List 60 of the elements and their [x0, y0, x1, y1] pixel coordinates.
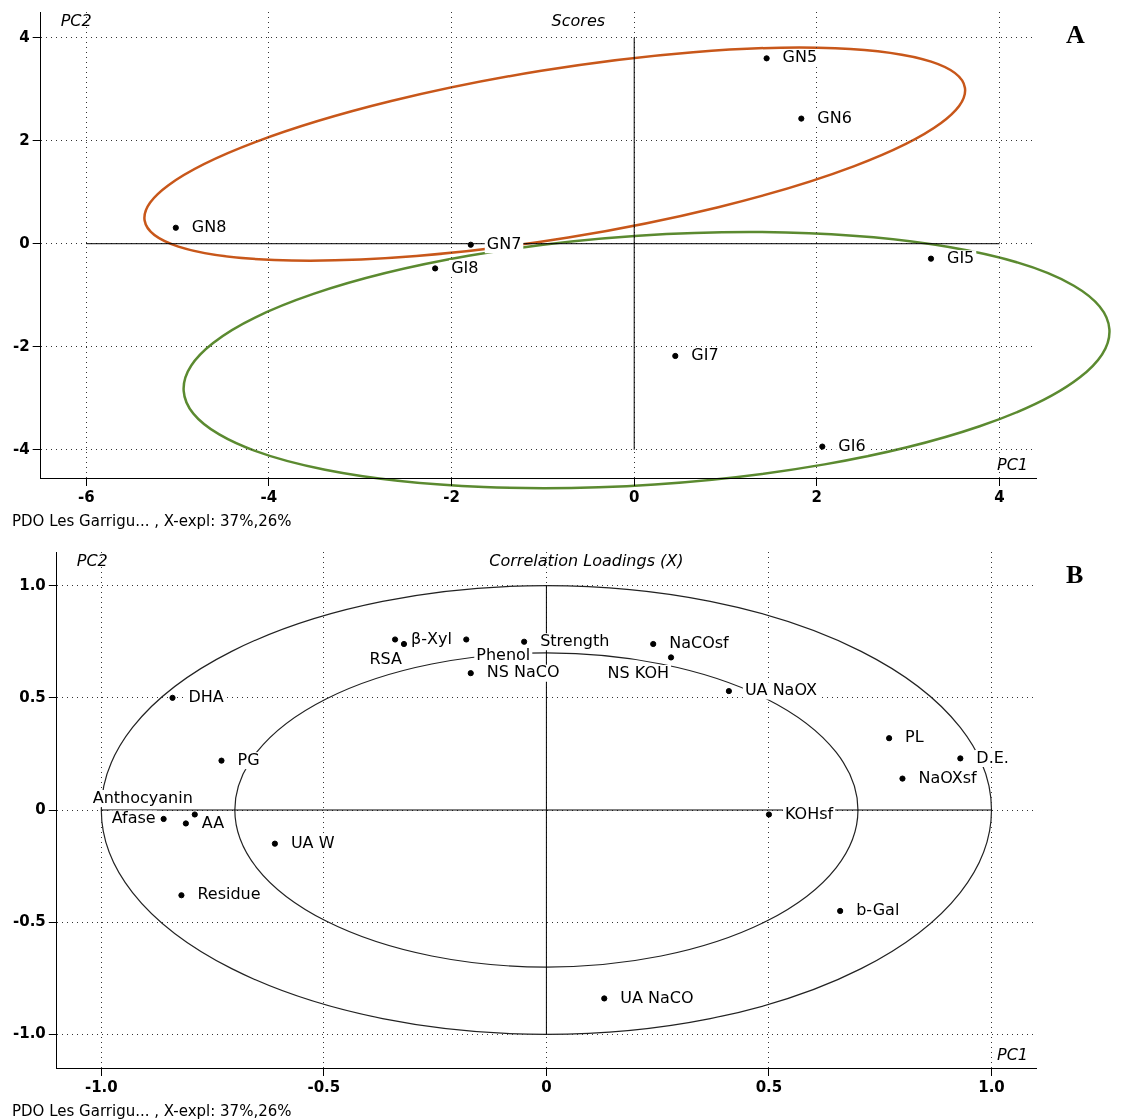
annotation: b-Gal — [856, 900, 900, 920]
annotation: NS KOH — [607, 662, 670, 682]
annotation: GI5 — [946, 247, 975, 267]
x-tick-label: -4 — [260, 487, 278, 506]
y-tick-label: -0.5 — [12, 912, 46, 931]
x-tick-label: -2 — [443, 487, 460, 506]
annotation: GN8 — [191, 216, 227, 236]
annotation: GN7 — [486, 233, 522, 253]
annotation: GN6 — [817, 107, 852, 127]
chart-title: Correlation Loadings (X) — [489, 551, 684, 571]
annotation: Anthocyanin — [92, 787, 193, 807]
y-tick-label: -4 — [12, 439, 30, 458]
y-tick-label: 0 — [35, 799, 46, 818]
annotation: AA — [201, 812, 225, 832]
y-tick-label: 1.0 — [19, 575, 46, 594]
y-tick-label: 0.5 — [19, 687, 46, 706]
chart-title: Scores — [551, 11, 606, 31]
annotation: D.E. — [976, 747, 1009, 767]
x-tick-label: 0 — [541, 1077, 552, 1096]
x-axis-title: PC1 — [997, 1045, 1028, 1065]
y-tick-label: 0 — [19, 233, 30, 252]
y-axis-title: PC2 — [60, 11, 92, 31]
x-tick-label: -1.0 — [84, 1077, 118, 1096]
annotation: Afase — [111, 808, 156, 828]
text: PDO Les Garrigu... , X-expl: 37%,26% — [12, 512, 292, 530]
x-tick-label: -0.5 — [307, 1077, 341, 1096]
x-tick-label: 4 — [994, 487, 1005, 506]
annotation: Strength — [540, 630, 610, 650]
y-tick-label: -2 — [12, 336, 30, 355]
annotation: PG — [237, 749, 260, 769]
annotation: PL — [905, 727, 924, 747]
annotation: UA W — [290, 832, 335, 852]
y-axis-title: PC2 — [76, 551, 108, 571]
x-tick-label: 2 — [811, 487, 823, 506]
y-tick-label: -1.0 — [12, 1024, 46, 1043]
annotation: Phenol — [476, 644, 531, 664]
annotation: RSA — [369, 649, 403, 669]
annotation: NaCOsf — [669, 633, 730, 653]
y-tick-label: 2 — [19, 130, 30, 149]
text: B — [1066, 560, 1084, 590]
annotation: DHA — [188, 686, 224, 706]
annotation: GN5 — [782, 47, 818, 67]
annotation: KOHsf — [784, 803, 834, 823]
annotation: GI6 — [838, 435, 866, 455]
annotation: GI7 — [691, 345, 719, 365]
annotation: UA NaCO — [620, 987, 694, 1007]
text: A — [1066, 20, 1085, 50]
annotation: NS NaCO — [486, 662, 560, 682]
x-tick-label: -6 — [77, 487, 95, 506]
annotation: Residue — [197, 884, 261, 904]
annotation: GI8 — [451, 257, 479, 277]
x-tick-label: 1.0 — [978, 1077, 1005, 1096]
x-axis-title: PC1 — [997, 455, 1028, 475]
annotation: UA NaOX — [744, 680, 817, 700]
x-tick-label: 0 — [628, 487, 640, 506]
x-tick-label: 0.5 — [755, 1077, 783, 1096]
y-tick-label: 4 — [19, 27, 30, 46]
text: PDO Les Garrigu... , X-expl: 37%,26% — [12, 1102, 292, 1120]
annotation: β-Xyl — [411, 628, 452, 648]
annotation: NaOXsf — [918, 767, 978, 787]
